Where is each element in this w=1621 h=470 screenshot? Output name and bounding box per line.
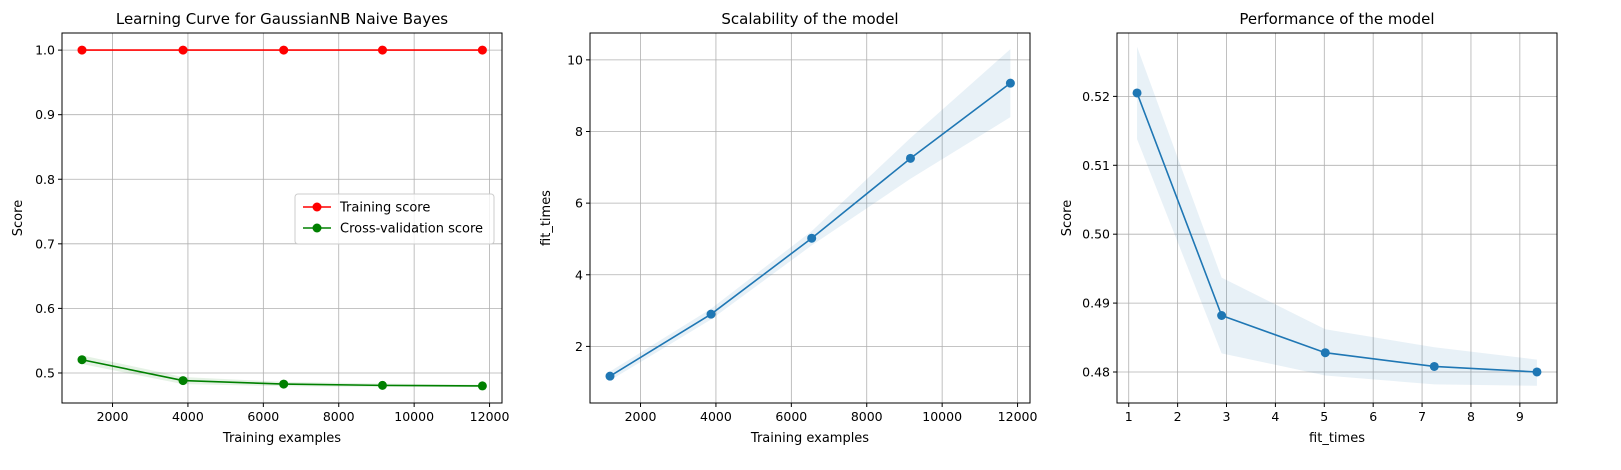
- chart-2: 2000 4000 6000 8000 10000 12000 2 4 6 8 10 Scalabil…: [539, 10, 1037, 446]
- x-tick-label: 2000: [625, 409, 657, 424]
- confidence-band: [609, 49, 1011, 381]
- data-point: [477, 45, 487, 55]
- chart-title: Performance of the model: [1239, 10, 1434, 28]
- axes-frame: [61, 32, 503, 404]
- x-tick-label: 6000: [775, 409, 807, 424]
- y-axis-label: Score: [1060, 200, 1075, 236]
- series-2: [77, 355, 487, 391]
- y-tick-label: 0.6: [35, 301, 55, 316]
- y-tick-label: 0.51: [1082, 158, 1110, 173]
- legend-marker: [312, 202, 322, 212]
- y-tick-label: 10: [567, 52, 583, 67]
- y-tick-label: 0.9: [35, 107, 55, 122]
- y-tick-label: 0.50: [1082, 227, 1110, 242]
- legend-box: [294, 193, 495, 245]
- data-point: [1320, 348, 1330, 358]
- data-point: [1132, 88, 1142, 98]
- x-tick-label: 5: [1320, 409, 1328, 424]
- data-point: [706, 309, 716, 319]
- y-tick-label: 8: [575, 124, 583, 139]
- data-point: [1005, 78, 1015, 88]
- data-point: [279, 379, 289, 389]
- y-tick-label: 0.8: [35, 172, 55, 187]
- x-tick-label: 7: [1418, 409, 1426, 424]
- legend-marker: [312, 223, 322, 233]
- data-point: [605, 371, 615, 381]
- data-point: [1532, 367, 1542, 377]
- data-point: [807, 233, 817, 243]
- chart-title: Learning Curve for GaussianNB Naive Baye…: [116, 10, 448, 28]
- y-tick-label: 0.7: [35, 236, 55, 251]
- data-point: [377, 45, 387, 55]
- x-tick-label: 12000: [998, 409, 1038, 424]
- data-point: [1217, 310, 1227, 320]
- y-axis-label: Score: [11, 200, 26, 236]
- y-tick-label: 0.49: [1082, 296, 1110, 311]
- x-axis-label: Training examples: [222, 431, 341, 446]
- legend-label: Training score: [339, 201, 430, 216]
- chart-1: 2000 4000 6000 8000 10000 12000 0.5 0.6 0.7 0.8 0.…: [11, 10, 509, 446]
- data-point: [178, 376, 188, 386]
- data-point: [1429, 361, 1439, 371]
- y-tick-label: 4: [575, 267, 583, 282]
- data-point: [178, 45, 188, 55]
- series-1: [605, 49, 1015, 381]
- chart-title: Scalability of the model: [721, 10, 898, 28]
- x-tick-label: 8000: [323, 409, 355, 424]
- x-tick-label: 10000: [922, 409, 962, 424]
- y-tick-label: 2: [575, 339, 583, 354]
- y-tick-label: 6: [575, 196, 583, 211]
- data-point: [77, 355, 87, 365]
- x-tick-label: 6000: [247, 409, 279, 424]
- x-tick-label: 1: [1125, 409, 1133, 424]
- y-tick-label: 0.48: [1082, 364, 1110, 379]
- x-tick-label: 12000: [470, 409, 510, 424]
- data-point: [279, 45, 289, 55]
- chart-3: 1 2 3 4 5 6 7 8 9 0.48 0.49 0.50 0.51 0.52 Performance…: [1060, 10, 1558, 446]
- series-1: [1132, 46, 1542, 386]
- x-tick-label: 3: [1223, 409, 1231, 424]
- y-axis-label: fit_times: [539, 190, 554, 246]
- y-tick-label: 0.52: [1082, 89, 1110, 104]
- data-point: [77, 45, 87, 55]
- axes-frame: [589, 32, 1031, 404]
- legend-label: Cross-validation score: [340, 222, 483, 237]
- x-tick-label: 4000: [700, 409, 732, 424]
- data-point: [377, 380, 387, 390]
- x-tick-label: 9: [1516, 409, 1524, 424]
- y-tick-label: 0.5: [35, 365, 55, 380]
- data-point: [905, 153, 915, 163]
- y-tick-label: 1.0: [35, 43, 55, 58]
- data-point: [477, 381, 487, 391]
- axes-frame: [1116, 32, 1558, 404]
- x-tick-label: 2: [1174, 409, 1182, 424]
- series-1: [77, 45, 487, 55]
- x-axis-label: fit_times: [1309, 431, 1365, 446]
- x-tick-label: 2000: [97, 409, 129, 424]
- confidence-band: [1137, 46, 1537, 386]
- x-tick-label: 4000: [172, 409, 204, 424]
- x-tick-label: 10000: [394, 409, 434, 424]
- x-tick-label: 8: [1467, 409, 1475, 424]
- x-axis-label: Training examples: [750, 431, 869, 446]
- x-tick-label: 8000: [851, 409, 883, 424]
- x-tick-label: 6: [1369, 409, 1377, 424]
- legend: Training score Cross-validation score: [294, 193, 495, 245]
- x-tick-label: 4: [1271, 409, 1279, 424]
